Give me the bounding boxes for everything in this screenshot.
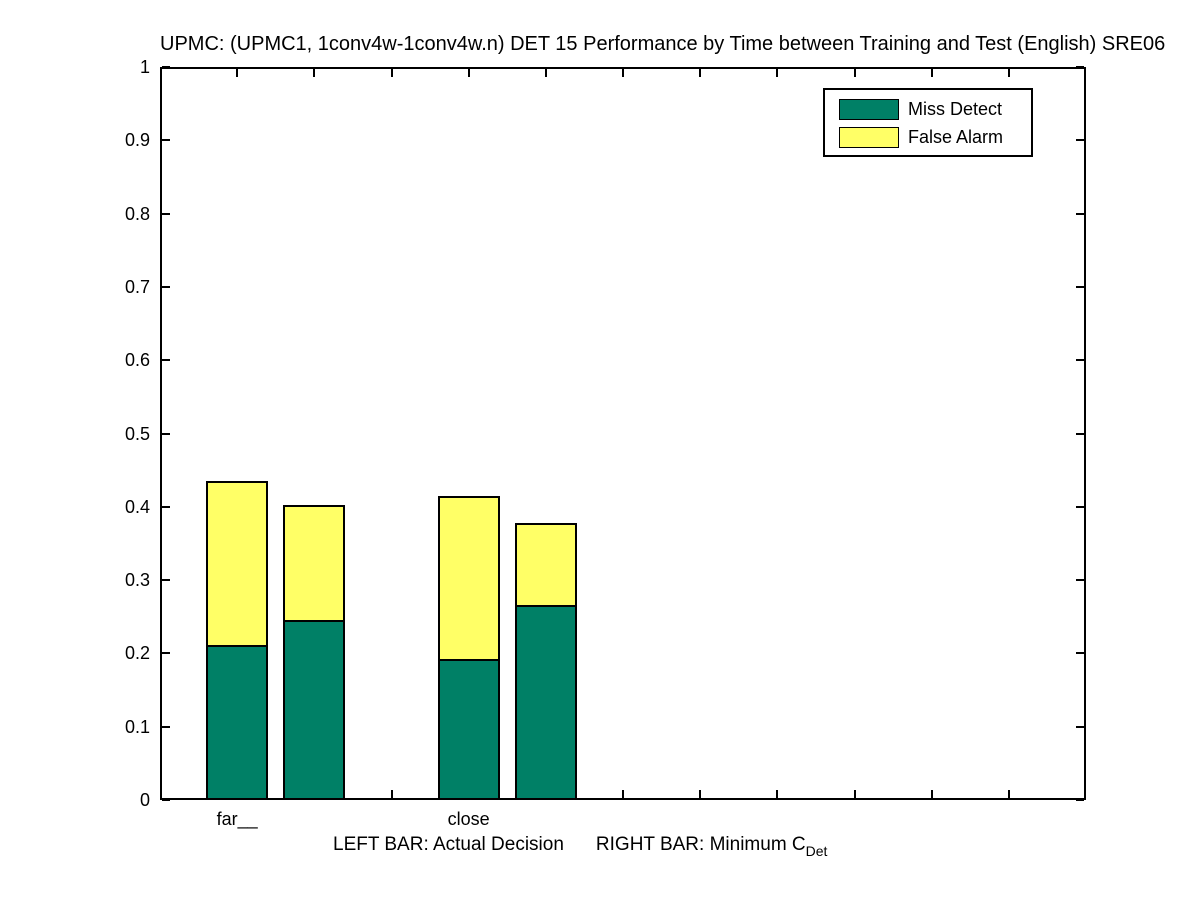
- x-axis-tick-top: [544, 69, 547, 77]
- y-axis-tick-left: [162, 725, 170, 728]
- y-axis-tick-label: 0.2: [124, 643, 150, 664]
- y-axis-tick-left: [162, 212, 170, 215]
- y-axis-tick-left: [162, 432, 170, 435]
- y-axis-tick-right: [1076, 505, 1084, 508]
- x-axis-tick-bottom: [622, 790, 624, 798]
- bar-key-note: LEFT BAR: Actual Decision RIGHT BAR: Mini…: [333, 833, 828, 859]
- x-axis-tick-top: [467, 69, 470, 77]
- x-axis-tick-top: [776, 69, 779, 77]
- y-axis-tick-left: [162, 285, 170, 288]
- x-axis-tick-top: [622, 69, 624, 77]
- y-axis-tick-right: [1076, 432, 1084, 435]
- miss-detect-segment: [438, 659, 500, 800]
- legend-label-false-alarm: False Alarm: [908, 127, 1004, 147]
- y-axis-tick-right: [1076, 579, 1084, 582]
- y-axis-tick-left: [162, 652, 170, 655]
- y-axis-tick-label: 0.9: [124, 130, 150, 151]
- bar-key-left-text: LEFT BAR: Actual Decision: [333, 834, 564, 855]
- y-axis-tick-label: 0.1: [124, 716, 150, 737]
- x-axis-tick-top: [853, 69, 856, 77]
- y-axis-tick-left: [162, 799, 170, 801]
- y-axis-tick-left: [162, 505, 170, 508]
- miss-detect-segment: [283, 620, 345, 800]
- y-axis-tick-right: [1076, 799, 1084, 801]
- x-axis-tick-bottom: [776, 790, 779, 798]
- x-axis-tick-bottom: [1007, 790, 1010, 798]
- stacked-bar-minimum_cdet: [515, 523, 577, 800]
- y-axis-tick-label: 0.6: [124, 350, 150, 371]
- stacked-bar-actual_decision: [206, 481, 268, 800]
- x-axis-tick-label: close: [447, 809, 490, 829]
- y-axis-tick-right: [1076, 359, 1084, 362]
- legend-label-miss-detect: Miss Detect: [908, 99, 1003, 119]
- legend-swatch-miss-detect: [839, 99, 899, 120]
- y-axis-tick-label: 0: [139, 790, 150, 810]
- x-axis-tick-top: [390, 69, 393, 77]
- x-axis-tick-top: [236, 69, 239, 77]
- x-axis-tick-top: [930, 69, 933, 77]
- y-axis-tick-right: [1076, 725, 1084, 728]
- x-axis-tick-bottom: [853, 790, 856, 798]
- y-axis-tick-label: 0.7: [124, 276, 150, 297]
- y-axis-tick-right: [1076, 66, 1084, 68]
- y-axis-tick-left: [162, 66, 170, 68]
- y-axis-tick-label: 0.8: [124, 203, 150, 224]
- y-axis-tick-label: 0.4: [124, 496, 150, 517]
- bar-key-right-text: RIGHT BAR: Minimum C: [595, 834, 806, 855]
- y-axis-tick-right: [1076, 139, 1084, 142]
- x-axis-tick-top: [699, 69, 702, 77]
- y-axis-tick-left: [162, 359, 170, 362]
- stacked-bar-minimum_cdet: [283, 505, 345, 800]
- y-axis-tick-left: [162, 139, 170, 142]
- legend: Miss Detect False Alarm: [823, 88, 1033, 157]
- legend-swatch-false-alarm: [839, 127, 899, 148]
- x-axis-tick-bottom: [699, 790, 702, 798]
- miss-detect-segment: [206, 645, 268, 800]
- x-axis-tick-bottom: [930, 790, 933, 798]
- x-axis-tick-top: [1007, 69, 1010, 77]
- stacked-bar-actual_decision: [438, 496, 500, 800]
- y-axis-tick-label: 0.3: [124, 570, 150, 591]
- y-axis-tick-label: 0.5: [124, 423, 150, 444]
- x-axis-tick-bottom: [390, 790, 393, 798]
- x-axis-tick-top: [313, 69, 316, 77]
- y-axis-tick-left: [162, 579, 170, 582]
- y-axis-tick-right: [1076, 212, 1084, 215]
- chart-title: UPMC: (UPMC1, 1conv4w-1conv4w.n) DET 15 …: [160, 33, 1166, 55]
- bar-key-right-subscript: Det: [805, 843, 828, 859]
- y-axis-tick-label: 1: [139, 57, 150, 77]
- y-axis-tick-right: [1076, 285, 1084, 288]
- y-axis-tick-right: [1076, 652, 1084, 655]
- miss-detect-segment: [515, 605, 577, 800]
- x-axis-tick-label: far__: [216, 809, 258, 829]
